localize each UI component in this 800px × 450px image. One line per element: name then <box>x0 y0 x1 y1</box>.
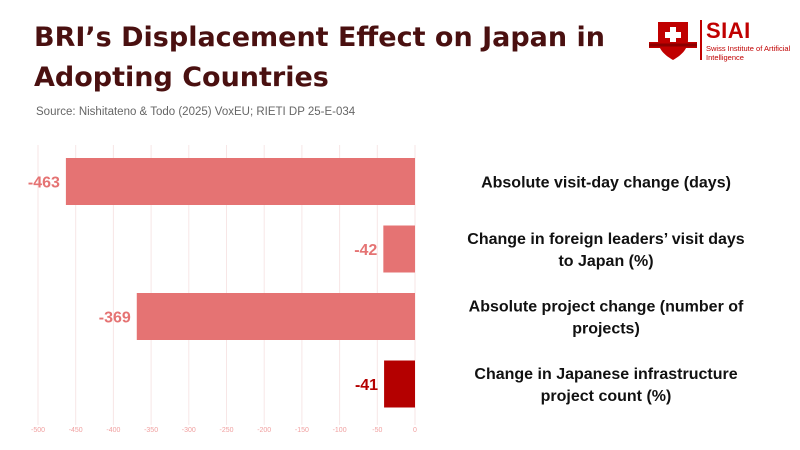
category-label: Absolute project change (number of projec… <box>469 299 744 338</box>
x-tick-label: -200 <box>257 427 271 434</box>
category-label: Change in foreign leaders’ visit days to … <box>467 231 745 270</box>
logo-divider <box>700 20 702 60</box>
bar <box>384 360 415 408</box>
x-tick-label: -500 <box>31 427 45 434</box>
x-tick-label: -450 <box>69 427 83 434</box>
chart-source: Source: Nishitateno & Todo (2025) VoxEU;… <box>36 106 356 118</box>
x-tick-label: -100 <box>333 427 347 434</box>
x-tick-label: -300 <box>182 427 196 434</box>
x-tick-label: -350 <box>144 427 158 434</box>
category-label: Absolute visit-day change (days) <box>481 175 731 192</box>
category-label: Change in Japanese infrastructure project… <box>474 366 737 405</box>
bar-value-label: -463 <box>28 175 60 192</box>
x-tick-label: -250 <box>219 427 233 434</box>
labels: -463 Absolute visit-day change (days) -42 C… <box>28 175 745 406</box>
bar-value-label: -369 <box>99 310 131 327</box>
bar-value-label: -42 <box>354 242 377 259</box>
x-tick-label: -400 <box>106 427 120 434</box>
bars <box>65 158 416 408</box>
x-tick-label: 0 <box>413 427 417 434</box>
swiss-shield-icon <box>649 22 697 60</box>
x-axis-ticks: -500 -450 -400 -350 -300 -250 -200 -150 -100 -50 0 <box>31 427 417 434</box>
chart-title: BRI’s Displacement Effect on Japan in Ad… <box>34 22 605 93</box>
bar <box>383 225 415 273</box>
bar-value-label: -41 <box>355 377 378 394</box>
bar <box>136 293 416 340</box>
x-tick-label: -150 <box>295 427 309 434</box>
x-tick-label: -50 <box>372 427 382 434</box>
logo-subtitle: Swiss Institute of Artificial Intelligen… <box>706 44 791 62</box>
logo-name: SIAI <box>706 18 751 43</box>
siai-logo: SIAI Swiss Institute of Artificial Intel… <box>648 18 790 64</box>
bar <box>65 158 415 205</box>
